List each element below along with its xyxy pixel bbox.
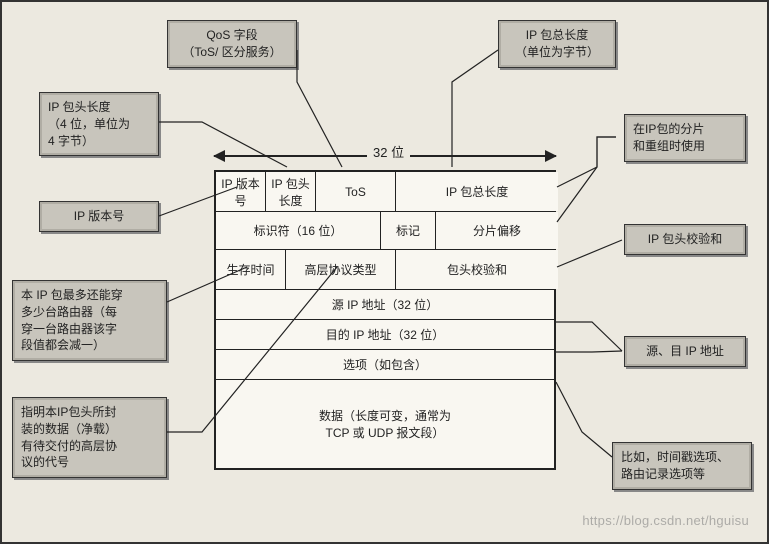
callout-ver: IP 版本号	[39, 201, 159, 232]
callout-opts: 比如，时间戳选项、 路由记录选项等	[612, 442, 752, 490]
header-cell: 分片偏移	[436, 212, 558, 249]
callout-qos: QoS 字段 （ToS/ 区分服务）	[167, 20, 297, 68]
callout-totlen: IP 包总长度 （单位为字节）	[498, 20, 616, 68]
header-cell: 高层协议类型	[286, 250, 396, 289]
callout-addr: 源、目 IP 地址	[624, 336, 746, 367]
watermark: https://blog.csdn.net/hguisu	[582, 513, 749, 528]
callout-ihl: IP 包头长度 （4 位，单位为 4 字节）	[39, 92, 159, 156]
header-cell: IP 包头长度	[266, 172, 316, 211]
header-cell: ToS	[316, 172, 396, 211]
header-cell: IP 包总长度	[396, 172, 558, 211]
diagram-canvas: 32 位 IP 版本号IP 包头长度ToSIP 包总长度标识符（16 位）标记分…	[0, 0, 769, 544]
callout-cksum: IP 包头校验和	[624, 224, 746, 255]
header-cell: 目的 IP 地址（32 位）	[216, 320, 554, 349]
width-label: 32 位	[367, 142, 410, 161]
header-cell: 生存时间	[216, 250, 286, 289]
callout-proto: 指明本IP包头所封 装的数据（净载） 有待交付的高层协 议的代号	[12, 397, 167, 478]
header-cell: 标记	[381, 212, 436, 249]
header-cell: 包头校验和	[396, 250, 558, 289]
header-cell: 标识符（16 位）	[216, 212, 381, 249]
callout-ttl: 本 IP 包最多还能穿 多少台路由器（每 穿一台路由器该字 段值都会减一）	[12, 280, 167, 361]
callout-frag: 在IP包的分片 和重组时使用	[624, 114, 746, 162]
ip-header-table: IP 版本号IP 包头长度ToSIP 包总长度标识符（16 位）标记分片偏移生存…	[214, 170, 556, 470]
header-cell: 选项（如包含）	[216, 350, 554, 379]
header-cell: 源 IP 地址（32 位）	[216, 290, 554, 319]
header-cell: IP 版本号	[216, 172, 266, 211]
header-cell: 数据（长度可变，通常为 TCP 或 UDP 报文段）	[216, 380, 554, 468]
